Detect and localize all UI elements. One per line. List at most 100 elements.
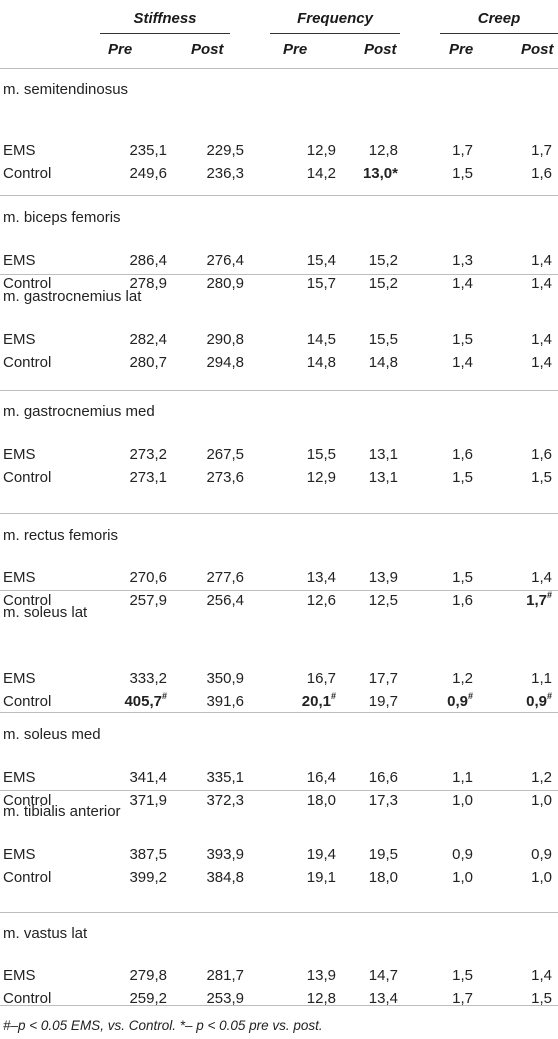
table-cell: 350,9 bbox=[206, 670, 244, 687]
cell-value: 1,5 bbox=[452, 569, 473, 586]
table-cell: 15,7 bbox=[307, 275, 336, 292]
table-cell: 1,7 bbox=[452, 990, 473, 1007]
cell-value: 270,6 bbox=[129, 569, 167, 586]
cell-value: 235,1 bbox=[129, 142, 167, 159]
row-label: Control bbox=[3, 869, 52, 886]
cell-value: 276,4 bbox=[206, 252, 244, 269]
cell-value: 20,1 bbox=[301, 693, 331, 710]
table-cell: 253,9 bbox=[206, 990, 244, 1007]
cell-value: 1,4 bbox=[531, 354, 552, 371]
cell-value: 1,4 bbox=[531, 331, 552, 348]
table-cell: 1,5 bbox=[531, 469, 552, 486]
table-cell: 286,4 bbox=[129, 252, 167, 269]
table-cell: 12,5 bbox=[369, 592, 398, 609]
cell-value: 13,9 bbox=[306, 967, 336, 984]
cell-value: 253,9 bbox=[206, 990, 244, 1007]
cell-value: 14,5 bbox=[306, 331, 336, 348]
table-cell: 281,7 bbox=[206, 967, 244, 984]
table-cell: 13,4 bbox=[369, 990, 398, 1007]
cell-value: 18,0 bbox=[306, 792, 336, 809]
table-cell: 1,5 bbox=[452, 569, 473, 586]
table-cell: 290,8 bbox=[206, 331, 244, 348]
table-cell: 249,6 bbox=[129, 165, 167, 182]
header-creep-rule bbox=[440, 33, 558, 34]
cell-value: 335,1 bbox=[206, 769, 244, 786]
cell-value: 13,4 bbox=[368, 990, 398, 1007]
table-cell: 277,6 bbox=[206, 569, 244, 586]
row-label: EMS bbox=[3, 670, 36, 687]
table-cell: 1,2 bbox=[531, 769, 552, 786]
cell-value: 1,4 bbox=[452, 354, 473, 371]
row-label: EMS bbox=[3, 769, 36, 786]
table-cell: 294,8 bbox=[206, 354, 244, 371]
cell-value: 12,6 bbox=[306, 592, 336, 609]
row-label: Control bbox=[3, 165, 52, 182]
cell-value: 0,9 bbox=[447, 693, 468, 710]
cell-value: 333,2 bbox=[129, 670, 167, 687]
header-bottom-rule bbox=[0, 68, 558, 69]
table-cell: 13,9 bbox=[307, 967, 336, 984]
table-cell: 15,5 bbox=[369, 331, 398, 348]
table-cell: 17,3 bbox=[369, 792, 398, 809]
table-cell: 0,9# bbox=[526, 692, 552, 711]
cell-value: 15,5 bbox=[306, 446, 336, 463]
table-cell: 276,4 bbox=[206, 252, 244, 269]
cell-value: 12,8 bbox=[306, 990, 336, 1007]
table-cell: 280,9 bbox=[206, 275, 244, 292]
table-cell: 12,8 bbox=[307, 990, 336, 1007]
table-cell: 391,6 bbox=[206, 693, 244, 710]
cell-value: 1,5 bbox=[452, 331, 473, 348]
row-label: EMS bbox=[3, 331, 36, 348]
cell-value: 279,8 bbox=[129, 967, 167, 984]
cell-value: 13,1 bbox=[368, 446, 398, 463]
cell-value: 1,4 bbox=[531, 569, 552, 586]
cell-value: 1,2 bbox=[531, 769, 552, 786]
cell-value: 1,5 bbox=[452, 469, 473, 486]
table-cell: 15,4 bbox=[307, 252, 336, 269]
cell-value: 14,8 bbox=[368, 354, 398, 371]
section-rule bbox=[0, 195, 558, 196]
table-cell: 273,6 bbox=[206, 469, 244, 486]
table-cell: 1,5 bbox=[531, 990, 552, 1007]
section-rule bbox=[0, 590, 558, 591]
table-cell: 1,1 bbox=[452, 769, 473, 786]
subheader-stiffness-post: Post bbox=[191, 41, 224, 58]
cell-value: 1,0 bbox=[452, 792, 473, 809]
table-cell: 15,5 bbox=[307, 446, 336, 463]
table-cell: 13,4 bbox=[307, 569, 336, 586]
significance-mark: # bbox=[546, 590, 552, 600]
cell-value: 1,4 bbox=[531, 252, 552, 269]
cell-value: 12,5 bbox=[368, 592, 398, 609]
row-label: Control bbox=[3, 275, 52, 292]
muscle-label: m. gastrocnemius med bbox=[3, 403, 155, 420]
row-label: Control bbox=[3, 693, 52, 710]
row-label: Control bbox=[3, 592, 52, 609]
muscle-label: m. semitendinosus bbox=[3, 81, 129, 98]
table-cell: 1,4 bbox=[531, 331, 552, 348]
table-cell: 1,0 bbox=[531, 792, 552, 809]
table-cell: 273,2 bbox=[129, 446, 167, 463]
section-rule bbox=[0, 390, 558, 391]
table-cell: 16,7 bbox=[307, 670, 336, 687]
cell-value: 1,0 bbox=[531, 869, 552, 886]
cell-value: 1,2 bbox=[452, 670, 473, 687]
table-cell: 18,0 bbox=[369, 869, 398, 886]
table-cell: 1,4 bbox=[452, 275, 473, 292]
cell-value: 1,6 bbox=[531, 165, 552, 182]
cell-value: 278,9 bbox=[129, 275, 167, 292]
muscle-label: m. vastus lat bbox=[3, 925, 88, 942]
table-footnote: #–p < 0.05 EMS, vs. Control. *– p < 0.05… bbox=[3, 1018, 323, 1033]
cell-value: 257,9 bbox=[129, 592, 167, 609]
table-cell: 405,7# bbox=[124, 692, 167, 711]
row-label: EMS bbox=[3, 446, 36, 463]
row-label: EMS bbox=[3, 142, 36, 159]
row-label: Control bbox=[3, 469, 52, 486]
table-cell: 399,2 bbox=[129, 869, 167, 886]
cell-value: 13,1 bbox=[368, 469, 398, 486]
table-cell: 256,4 bbox=[206, 592, 244, 609]
table-cell: 333,2 bbox=[129, 670, 167, 687]
muscle-label: m. gastrocnemius lat bbox=[3, 288, 142, 305]
cell-value: 282,4 bbox=[129, 331, 167, 348]
cell-value: 14,2 bbox=[306, 165, 336, 182]
subheader-creep-pre: Pre bbox=[449, 41, 474, 58]
